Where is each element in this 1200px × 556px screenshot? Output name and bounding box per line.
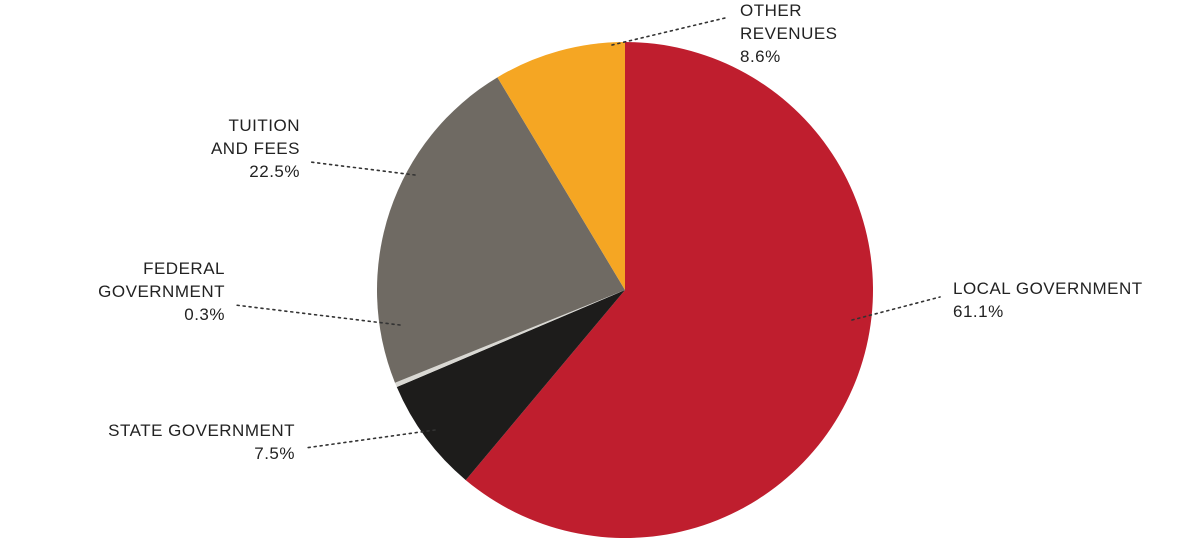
leader-state_government [305, 430, 435, 448]
label-text-line1: OTHER [740, 0, 838, 23]
label-percent: 0.3% [98, 304, 225, 327]
label-text-line2: AND FEES [211, 138, 300, 161]
label-text-line1: TUITION [211, 115, 300, 138]
label-state-government: STATE GOVERNMENT 7.5% [108, 420, 295, 466]
label-text: LOCAL GOVERNMENT [953, 278, 1143, 301]
label-local-government: LOCAL GOVERNMENT 61.1% [953, 278, 1143, 324]
leader-federal_government [235, 305, 400, 325]
label-percent: 61.1% [953, 301, 1143, 324]
label-percent: 7.5% [108, 443, 295, 466]
label-tuition-and-fees: TUITION AND FEES 22.5% [211, 115, 300, 184]
label-text-line2: GOVERNMENT [98, 281, 225, 304]
label-text-line1: FEDERAL [98, 258, 225, 281]
leader-other_revenues [612, 18, 725, 45]
label-text-line2: REVENUES [740, 23, 838, 46]
label-percent: 8.6% [740, 46, 838, 69]
label-percent: 22.5% [211, 161, 300, 184]
label-federal-government: FEDERAL GOVERNMENT 0.3% [98, 258, 225, 327]
label-text: STATE GOVERNMENT [108, 420, 295, 443]
label-other-revenues: OTHER REVENUES 8.6% [740, 0, 838, 69]
pie-chart-container: LOCAL GOVERNMENT 61.1% STATE GOVERNMENT … [0, 0, 1200, 556]
leader-tuition_and_fees [310, 162, 415, 175]
